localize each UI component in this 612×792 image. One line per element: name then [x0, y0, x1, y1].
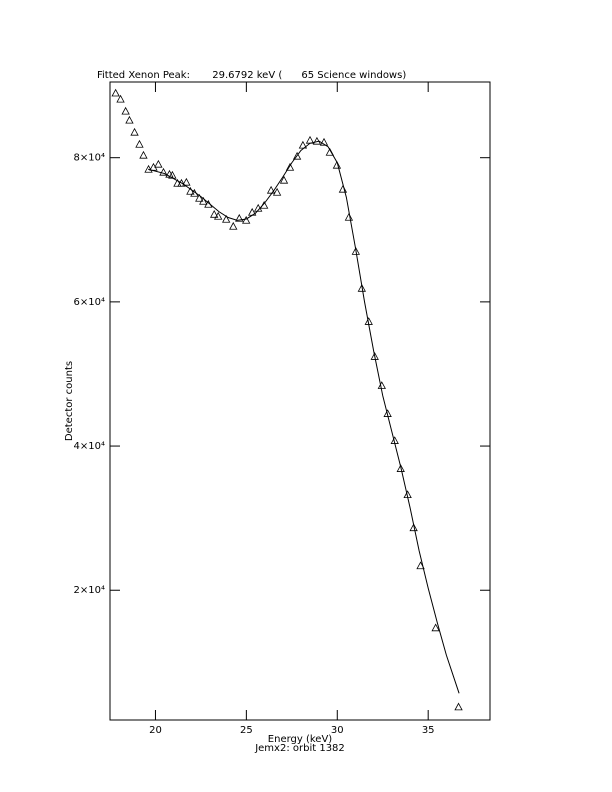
data-point — [130, 127, 139, 136]
data-point — [377, 381, 386, 389]
data-point — [214, 211, 223, 220]
data-point — [332, 160, 342, 169]
data-point — [222, 214, 231, 223]
data-point — [454, 702, 463, 711]
data-point — [266, 185, 276, 194]
data-point — [195, 193, 204, 202]
data-point — [154, 159, 163, 168]
data-point — [121, 106, 130, 115]
data-point — [116, 94, 125, 103]
x-tick-label: 25 — [240, 725, 253, 736]
data-point — [279, 175, 289, 184]
fit-line — [148, 140, 460, 694]
x-tick-label: 20 — [149, 725, 162, 736]
y-axis-label: Detector counts — [64, 361, 75, 441]
data-point — [135, 139, 144, 148]
data-point — [338, 184, 348, 193]
data-point — [319, 137, 329, 146]
data-point — [235, 213, 244, 222]
subtitle: Jemx2: orbit 1382 — [254, 743, 345, 754]
y-tick-label: 2×10⁴ — [74, 585, 105, 596]
y-tick-label: 6×10⁴ — [74, 297, 105, 308]
data-point — [210, 209, 219, 218]
data-point — [159, 167, 168, 176]
y-tick-label: 8×10⁴ — [74, 153, 105, 164]
data-point — [111, 88, 120, 97]
data-point — [370, 352, 379, 360]
data-point — [272, 187, 282, 196]
data-point — [139, 150, 148, 159]
data-point — [351, 247, 360, 255]
data-point — [285, 162, 295, 171]
data-point — [409, 523, 418, 532]
plot-frame — [109, 81, 491, 721]
data-point — [260, 200, 269, 209]
x-axis-label: Energy (keV) — [268, 734, 333, 745]
y-tick-label: 4×10⁴ — [74, 441, 105, 452]
data-point — [357, 283, 366, 292]
x-tick-label: 30 — [331, 725, 344, 736]
data-point — [396, 464, 405, 472]
x-tick-label: 35 — [422, 725, 435, 736]
data-point — [298, 140, 308, 149]
data-point — [125, 115, 134, 124]
data-point — [199, 196, 208, 205]
data-point — [344, 212, 354, 221]
data-point — [182, 177, 191, 186]
data-point — [431, 623, 440, 632]
data-point — [242, 215, 251, 224]
data-point — [177, 178, 186, 187]
data-point — [229, 221, 238, 230]
data-point — [186, 186, 195, 195]
data-point — [173, 178, 182, 187]
chart-title: Fitted Xenon Peak: 29.6792 keV ( 65 Scie… — [97, 70, 406, 81]
data-point — [292, 151, 302, 160]
